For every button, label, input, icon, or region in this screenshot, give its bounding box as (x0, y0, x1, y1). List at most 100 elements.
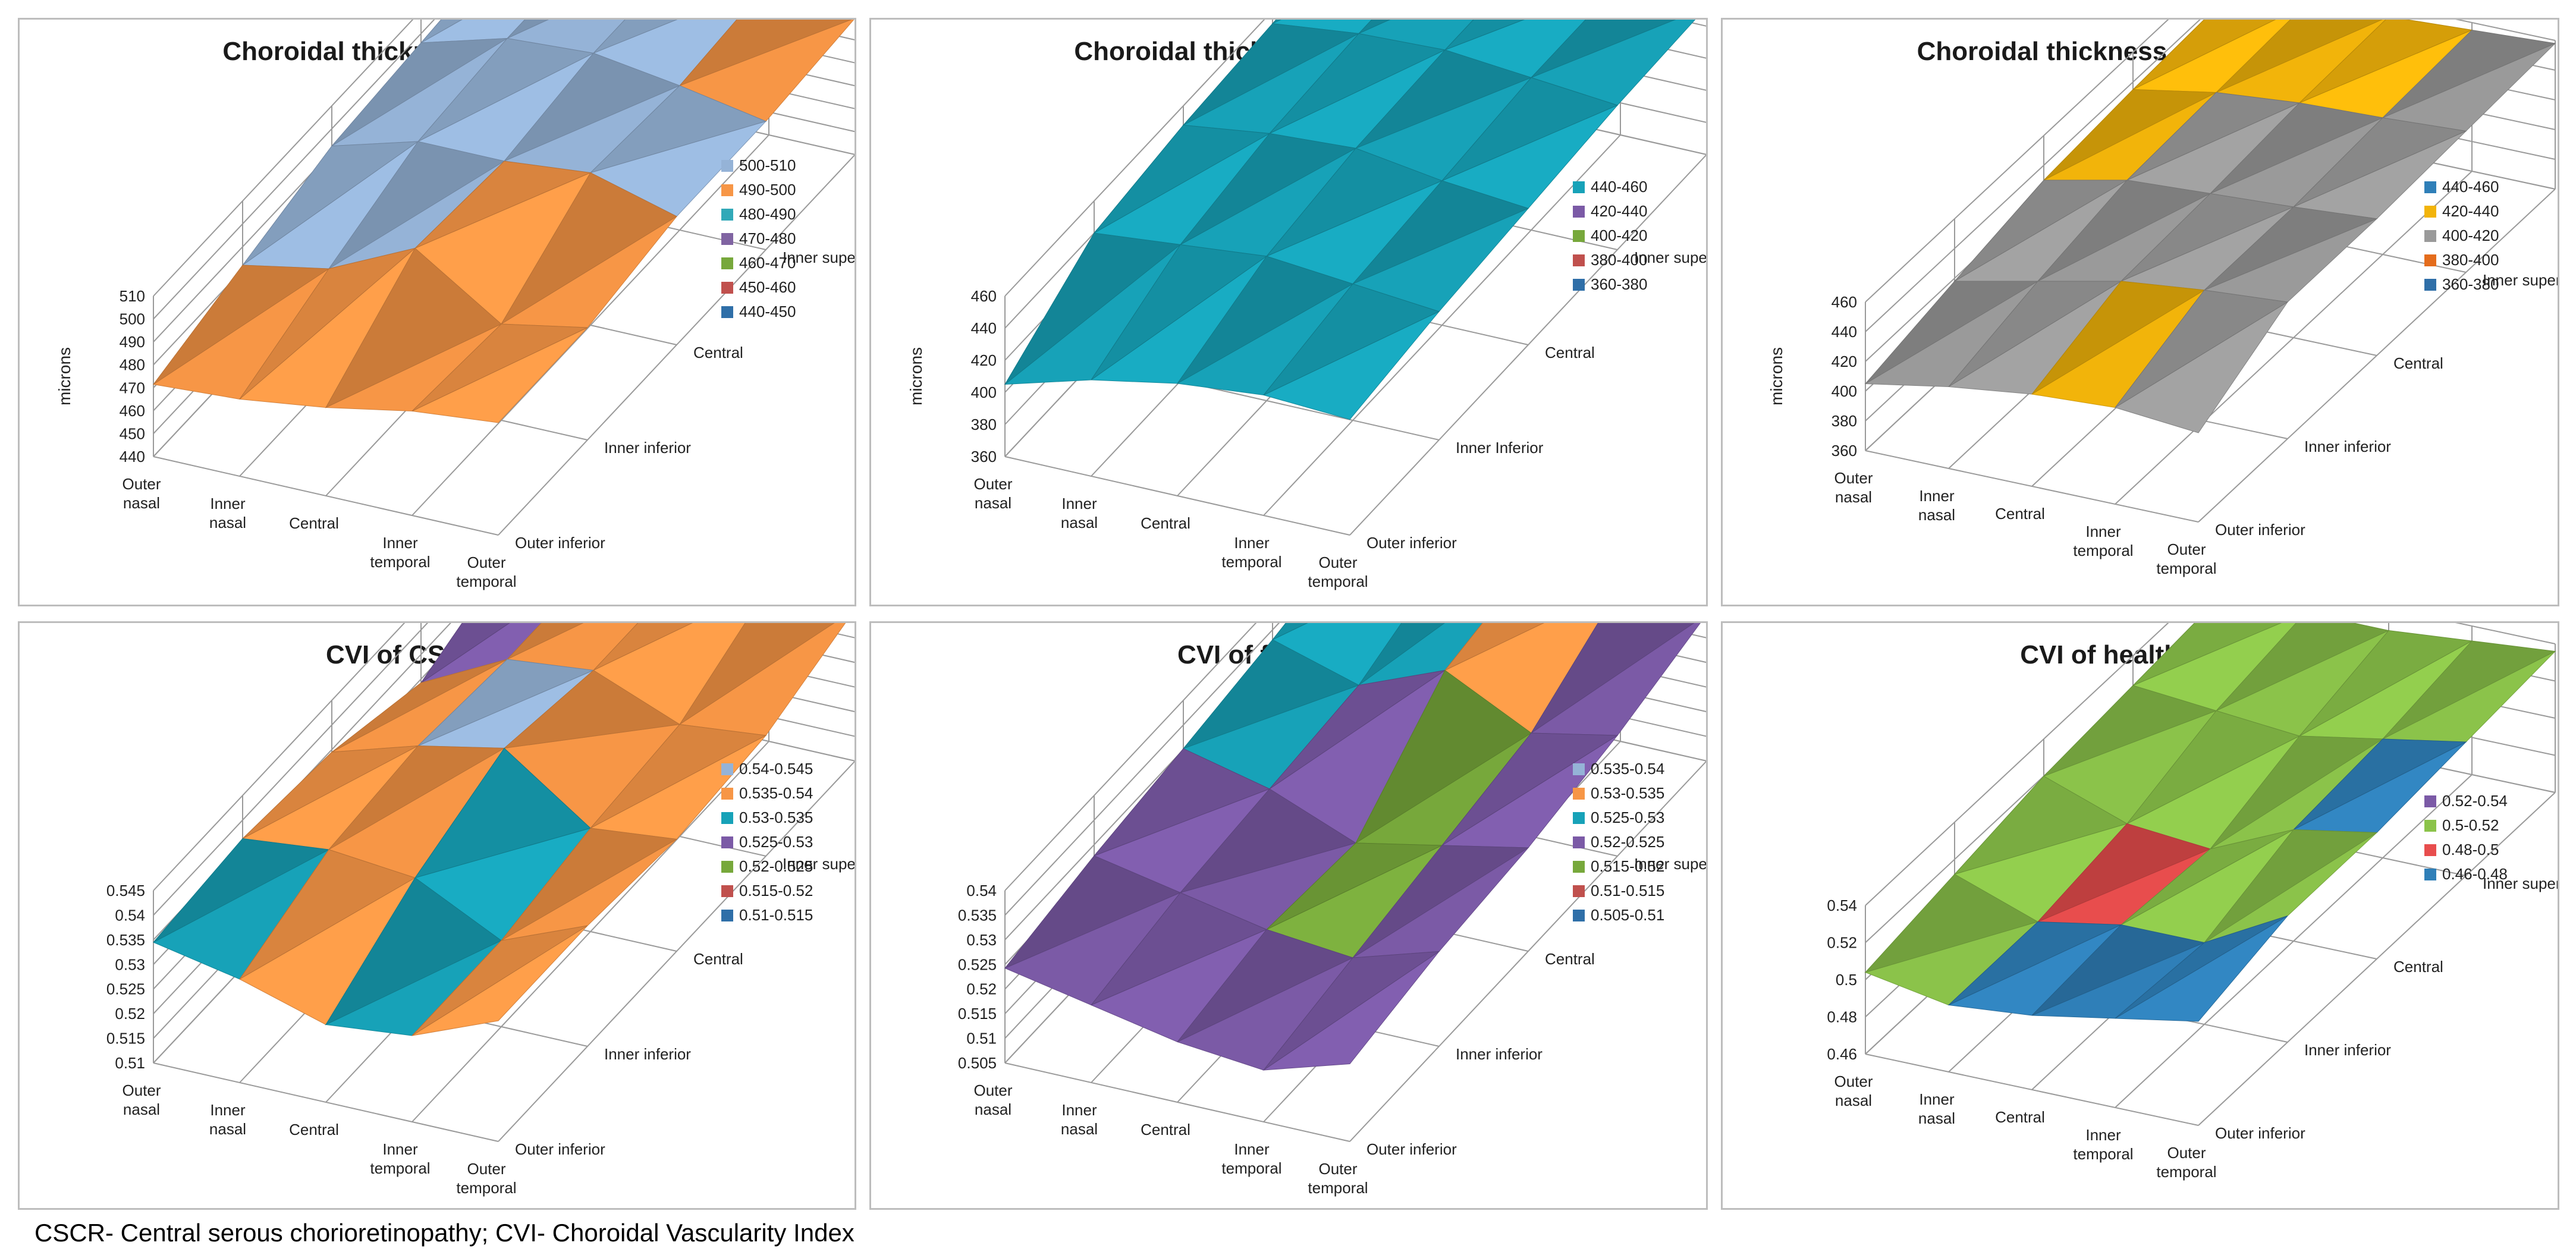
surface-facet (1093, 748, 1271, 857)
surface-facet (1263, 283, 1440, 395)
legend-label: 0.48-0.5 (2442, 841, 2499, 858)
legend: 440-460 420-440 400-420 380-400 360-380 (2424, 178, 2499, 293)
legend-label: 400-420 (2442, 227, 2499, 244)
legend-label: 0.535-0.54 (739, 784, 813, 802)
surface-facet (2121, 193, 2295, 282)
legend-swatch (721, 233, 733, 245)
surface-facet (1358, 623, 1445, 685)
legend-label: 0.535-0.54 (1591, 760, 1664, 778)
z-tick-label: 0.51 (966, 1030, 997, 1048)
legend-swatch (2424, 230, 2436, 242)
surface (152, 623, 846, 1036)
surface-facet (2031, 281, 2206, 395)
legend-swatch (721, 209, 733, 221)
chart-svg: Choroidal thickness of CSCR eyes44045046… (55, 20, 855, 590)
legend-label: 380-400 (1591, 251, 1647, 269)
legend-swatch (1573, 812, 1585, 824)
surface-facet (1948, 281, 2122, 387)
surface-facet (1864, 873, 2039, 973)
surface-facet (1179, 788, 1357, 894)
legend-label: 0.54-0.545 (739, 760, 813, 778)
panel-choroidal-thickness-healthy: Choroidal thickness of healthy eyes 360 38… (1721, 18, 2559, 606)
legend-label: 450-460 (739, 278, 796, 296)
z-tick-label: 0.545 (106, 882, 145, 899)
y-tick-label-inner-superior: Inner superior (1634, 855, 1706, 873)
x-tick-label-central: Central (1995, 1108, 2045, 1126)
z-tick-label: 440 (120, 448, 145, 465)
surface-facet (679, 20, 852, 86)
z-gridline (153, 20, 414, 297)
surface-facet (1266, 842, 1443, 930)
surface-facet (2204, 829, 2378, 943)
surface-facet (501, 828, 678, 941)
surface-facet (2382, 640, 2556, 740)
surface-facet (153, 838, 330, 943)
surface-facet (2216, 623, 2390, 711)
surface-facet (1358, 20, 1391, 34)
surface (1864, 20, 2556, 433)
z-tick-label: 480 (120, 356, 145, 374)
floor-gridline (153, 456, 499, 536)
z-tick-label: 510 (120, 287, 145, 305)
z-tick-label: 0.51 (115, 1054, 145, 1072)
z-gridline (1004, 623, 1706, 941)
z-gridline (1004, 623, 1257, 891)
surface-facet (1269, 670, 1446, 790)
legend: 500-510 490-500 480-490 470-480 460-470 450-4… (721, 156, 796, 320)
legend-label: 0.525-0.53 (739, 833, 813, 851)
y-tick-label-central: Central (2393, 354, 2443, 372)
y-tick-label-outer-inferior: Outer inferior (515, 534, 605, 552)
chart-svg: CVI of fellow eyes0.5050.510.5150.520.52… (958, 623, 1706, 1197)
surface-facet (1352, 845, 1529, 958)
legend-label: 0.52-0.525 (739, 857, 813, 875)
legend-label: 470-480 (739, 229, 796, 247)
x-tick-label-inner-temporal: Inner temporal (1221, 1140, 1281, 1177)
surface-facet (2382, 29, 2556, 118)
z-tick-label: 0.535 (958, 906, 997, 924)
surface-facet (501, 172, 678, 325)
surface-facet (325, 247, 502, 408)
legend-label: 420-440 (2442, 202, 2499, 220)
surface-facet (593, 623, 693, 671)
legend-swatch (2424, 254, 2436, 266)
surface-facet (153, 265, 330, 385)
surface-facet (2210, 102, 2384, 194)
legend-swatch (721, 836, 733, 848)
legend-swatch (721, 885, 733, 897)
z-tick-label: 460 (971, 287, 997, 305)
surface-facet (2299, 20, 2473, 103)
legend-swatch (2424, 820, 2436, 832)
y-tick-label-outer-inferior: Outer inferior (1366, 534, 1457, 552)
surface-facet (1444, 20, 1525, 51)
surface-facet (1094, 124, 1271, 234)
chart-svg: CVI of healthy eyes0.460.480.50.520.54Ou… (1827, 623, 2558, 1181)
surface-facet (2126, 92, 2301, 181)
surface-facet (1272, 623, 1308, 640)
surface-facet (1266, 147, 1443, 257)
legend-label: 440-460 (1591, 178, 1647, 196)
surface-facet (1531, 623, 1695, 734)
surface-facet (2132, 20, 2276, 90)
legend-label: 0.515-0.52 (739, 882, 813, 899)
z-tick-label: 400 (1832, 382, 1857, 400)
z-gridline (1865, 623, 2556, 906)
surface-facet (411, 925, 588, 1036)
z-tick-label: 0.48 (1827, 1008, 1857, 1026)
z-gridline (153, 623, 406, 891)
surface-facet (1441, 77, 1619, 181)
surface-facet (1444, 623, 1544, 671)
surface-facet (2043, 685, 2217, 776)
surface (152, 20, 855, 423)
legend-label: 440-450 (739, 303, 796, 320)
surface-facet (417, 659, 595, 746)
surface-facet (1954, 180, 2128, 282)
z-tick-label: 0.53 (115, 955, 145, 973)
legend-label: 0.52-0.54 (2442, 792, 2508, 810)
x-tick-label-outer-temporal: Outer temporal (1308, 553, 1368, 590)
z-tick-label: 0.515 (958, 1005, 997, 1023)
floor-gridline (1865, 1053, 2199, 1126)
legend-swatch (1573, 181, 1585, 193)
y-tick-label-inner-superior: Inner superior (783, 249, 855, 266)
y-tick-label-inner-inferior: Inner inferior (604, 1045, 691, 1063)
